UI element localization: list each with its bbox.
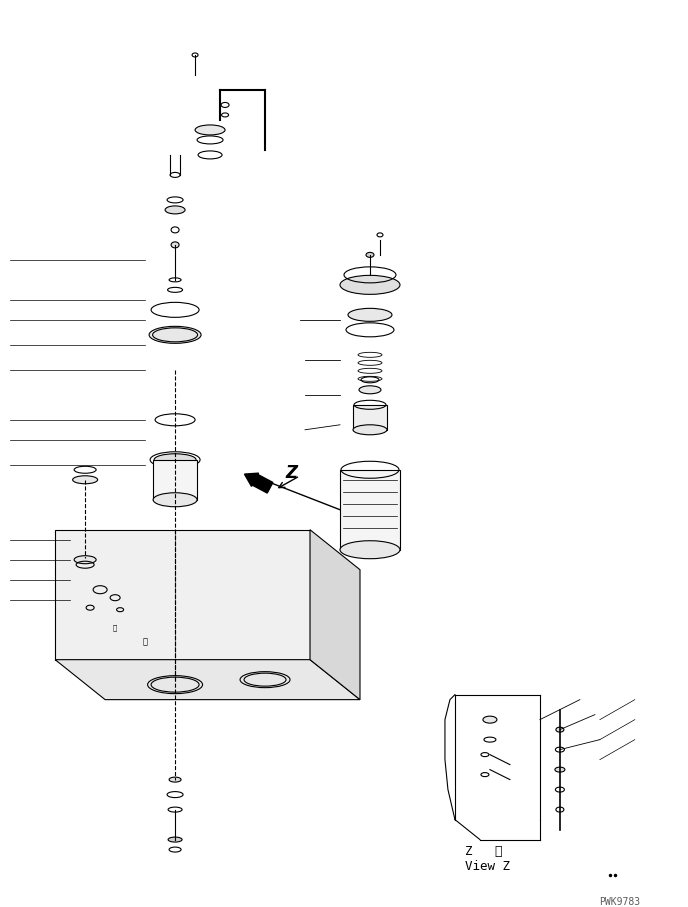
Ellipse shape — [359, 385, 381, 394]
Text: View Z: View Z — [465, 860, 510, 873]
Ellipse shape — [340, 276, 400, 295]
Polygon shape — [310, 530, 360, 699]
Bar — [353, 405, 387, 430]
Ellipse shape — [348, 308, 392, 321]
Text: Z: Z — [285, 463, 297, 482]
Ellipse shape — [555, 767, 565, 772]
Ellipse shape — [149, 327, 201, 344]
Ellipse shape — [556, 727, 564, 732]
Ellipse shape — [169, 777, 181, 782]
Polygon shape — [55, 530, 310, 659]
Polygon shape — [55, 659, 360, 699]
Bar — [153, 460, 197, 500]
Text: PWK9783: PWK9783 — [599, 896, 640, 906]
Ellipse shape — [168, 837, 182, 842]
Ellipse shape — [366, 252, 374, 258]
Text: 囚: 囚 — [142, 638, 148, 647]
Ellipse shape — [74, 556, 96, 564]
Ellipse shape — [154, 454, 196, 466]
Ellipse shape — [73, 476, 98, 483]
Ellipse shape — [353, 424, 387, 434]
Text: 囚: 囚 — [113, 625, 117, 631]
Bar — [340, 470, 400, 550]
Ellipse shape — [483, 717, 497, 723]
Ellipse shape — [165, 206, 185, 214]
Ellipse shape — [171, 242, 179, 248]
FancyArrow shape — [244, 473, 273, 493]
Ellipse shape — [195, 125, 225, 135]
Ellipse shape — [340, 541, 400, 559]
Text: Z   視: Z 視 — [465, 844, 502, 857]
Ellipse shape — [153, 493, 197, 507]
